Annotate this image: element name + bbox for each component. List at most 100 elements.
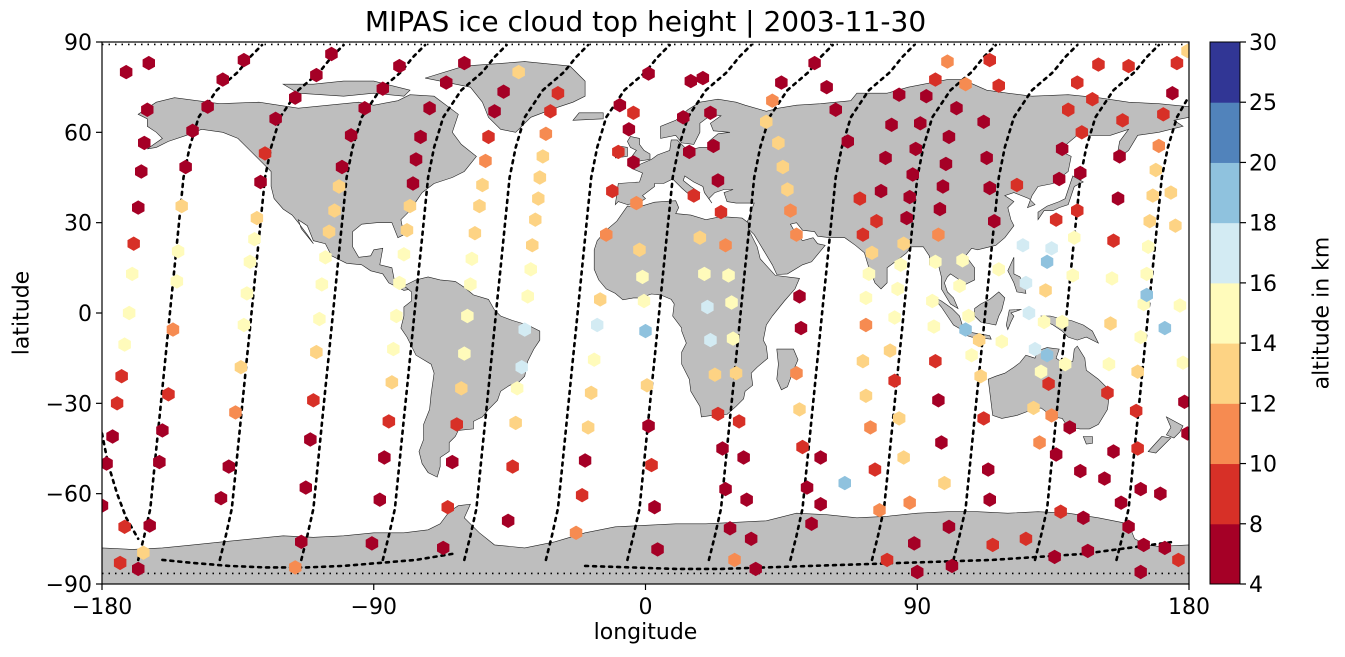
- data-point: [406, 176, 420, 191]
- data-point: [859, 317, 873, 333]
- data-point: [1129, 403, 1143, 419]
- y-tick-label: 0: [78, 302, 92, 327]
- land-polygon: [974, 291, 1006, 326]
- data-point: [1173, 298, 1187, 313]
- data-point: [793, 289, 806, 304]
- data-point: [1105, 271, 1119, 286]
- data-point: [1077, 510, 1090, 525]
- data-point: [423, 101, 436, 116]
- data-point: [1181, 43, 1189, 59]
- data-point: [240, 286, 254, 301]
- data-point: [307, 393, 320, 408]
- data-point: [166, 322, 180, 337]
- data-point: [953, 278, 966, 294]
- colorbar-band: [1210, 403, 1240, 465]
- data-point: [310, 344, 323, 360]
- data-point: [980, 150, 993, 166]
- data-point: [289, 560, 302, 575]
- data-point: [591, 317, 604, 333]
- data-point: [581, 420, 595, 435]
- data-point: [536, 149, 550, 164]
- land-polygon: [1037, 175, 1084, 221]
- data-point: [526, 238, 539, 253]
- colorbar-band: [1210, 463, 1240, 525]
- colorbar-tick-label: 25: [1249, 91, 1277, 116]
- data-point: [533, 170, 547, 185]
- data-point: [501, 513, 515, 528]
- data-point: [162, 387, 175, 402]
- data-point: [995, 334, 1008, 349]
- data-point: [972, 332, 986, 348]
- data-point: [322, 224, 336, 239]
- data-point: [1074, 463, 1087, 479]
- data-point: [102, 456, 113, 471]
- land-polygon: [614, 79, 1189, 310]
- chart-title: MIPAS ice cloud top height | 2003-11-30: [364, 5, 927, 38]
- data-point: [578, 453, 592, 468]
- data-point: [1116, 113, 1129, 128]
- data-point: [325, 46, 338, 62]
- data-point: [1140, 266, 1153, 282]
- data-point: [784, 203, 797, 218]
- data-point: [888, 310, 901, 325]
- data-point: [1178, 394, 1189, 409]
- data-point: [637, 293, 651, 309]
- x-tick-label: 90: [903, 595, 931, 620]
- data-point: [716, 441, 729, 456]
- data-point: [1022, 305, 1036, 321]
- data-point: [932, 393, 945, 408]
- data-point: [512, 64, 525, 80]
- data-point: [569, 525, 583, 540]
- data-point: [696, 70, 710, 86]
- data-point: [781, 182, 794, 197]
- data-point: [820, 80, 833, 95]
- data-point: [409, 152, 423, 167]
- y-tick-label: 30: [64, 212, 92, 237]
- data-point: [248, 232, 261, 247]
- data-point: [243, 254, 257, 269]
- colorbar-label: altitude in km: [1309, 236, 1335, 390]
- data-point: [335, 159, 349, 175]
- data-point: [1033, 435, 1046, 450]
- data-point: [171, 244, 185, 259]
- data-point: [728, 552, 741, 568]
- data-point: [1092, 57, 1105, 72]
- data-point: [1104, 316, 1117, 331]
- orbit-track: [870, 43, 998, 562]
- data-point: [888, 373, 901, 388]
- colorbar-tick-label: 18: [1249, 212, 1277, 237]
- data-point: [1111, 191, 1125, 206]
- data-point: [933, 201, 947, 217]
- data-point: [927, 319, 941, 334]
- data-point: [468, 226, 482, 241]
- data-point: [524, 262, 537, 277]
- data-point: [1158, 320, 1172, 336]
- data-point: [216, 72, 229, 87]
- data-point: [1113, 149, 1126, 164]
- data-point: [594, 292, 607, 307]
- colorbar-tick-label: 4: [1249, 573, 1263, 598]
- data-point: [465, 251, 479, 266]
- data-point: [1101, 385, 1114, 400]
- orbit-track: [583, 540, 1176, 571]
- data-point: [304, 432, 317, 447]
- data-point: [382, 414, 396, 429]
- orbit-track: [789, 43, 916, 562]
- data-point: [1176, 355, 1189, 370]
- data-point: [911, 564, 924, 580]
- land-polygon: [1147, 436, 1172, 454]
- data-point: [237, 317, 251, 333]
- orbit-track: [544, 43, 671, 562]
- data-point: [760, 114, 773, 129]
- land-polygon: [572, 112, 604, 121]
- data-point: [891, 281, 904, 297]
- data-point: [441, 500, 454, 515]
- data-point: [956, 253, 969, 268]
- data-point: [1055, 141, 1069, 157]
- data-point: [722, 268, 735, 283]
- data-point: [237, 52, 251, 68]
- data-point: [885, 117, 898, 132]
- data-point: [808, 55, 821, 71]
- data-point: [856, 227, 870, 242]
- data-point: [701, 299, 714, 315]
